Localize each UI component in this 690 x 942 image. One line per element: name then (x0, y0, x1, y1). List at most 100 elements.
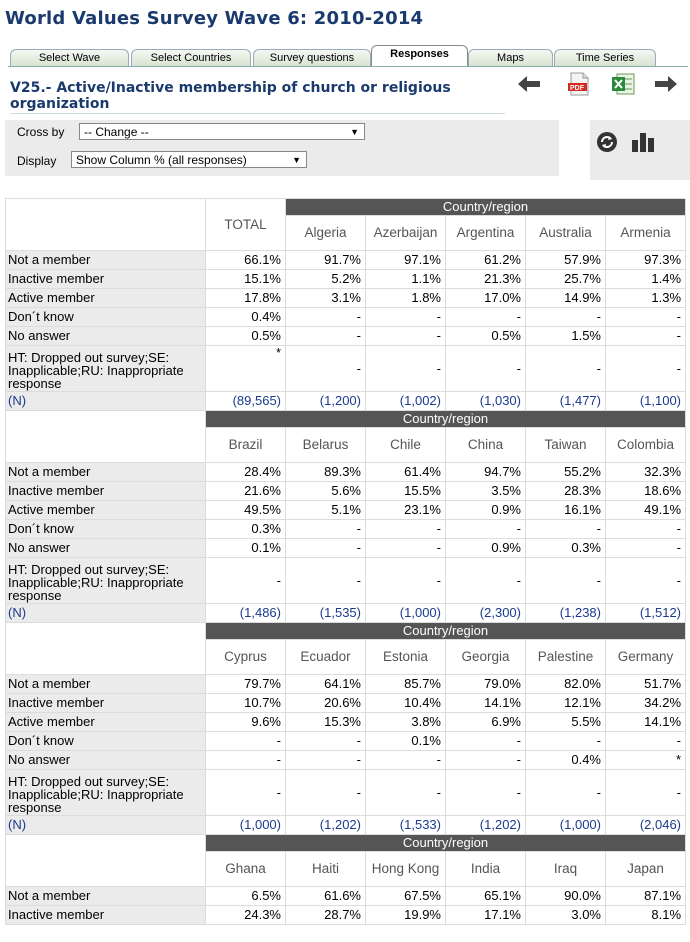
row-label: HT: Dropped out survey;SE: Inapplicable;… (5, 769, 206, 816)
value-cell: - (525, 307, 606, 327)
bar-chart-icon[interactable] (631, 131, 655, 156)
country-header: Japan (604, 851, 687, 887)
tab-select-countries[interactable]: Select Countries (131, 49, 251, 67)
value-cell: - (604, 307, 687, 327)
value-cell: 1.8% (365, 288, 446, 308)
value-cell: 5.2% (285, 269, 366, 289)
refresh-icon[interactable] (596, 131, 618, 156)
value-cell: (1,202) (285, 815, 366, 835)
value-cell: 55.2% (525, 462, 606, 482)
value-cell: (1,512) (604, 603, 687, 623)
value-cell: 34.2% (604, 693, 687, 713)
tab-responses[interactable]: Responses (371, 45, 468, 67)
value-cell: - (365, 769, 446, 816)
value-cell: - (525, 557, 606, 604)
value-cell: 0.1% (365, 731, 446, 751)
value-cell: - (365, 307, 446, 327)
back-arrow-icon[interactable] (517, 75, 541, 96)
total-cell: 17.8% (205, 288, 286, 308)
value-cell: 17.0% (445, 288, 526, 308)
row-label: No answer (5, 326, 206, 346)
value-cell: (1,000) (365, 603, 446, 623)
row-label: Not a member (5, 250, 206, 270)
country-header: Brazil (205, 427, 286, 463)
country-header: Taiwan (525, 427, 606, 463)
cross-by-select[interactable]: -- Change -- ▼ (79, 123, 365, 140)
value-cell: 61.6% (285, 886, 366, 906)
row-label: Not a member (5, 886, 206, 906)
country-region-header: Country/region (204, 834, 687, 852)
value-cell: 9.6% (205, 712, 286, 732)
value-cell: (1,238) (525, 603, 606, 623)
row-label: Not a member (5, 462, 206, 482)
value-cell: 0.9% (445, 500, 526, 520)
value-cell: (1,533) (365, 815, 446, 835)
table-row: Don´t know - -0.1% - - - (5, 731, 687, 751)
row-label: Active member (5, 712, 206, 732)
tab-select-wave[interactable]: Select Wave (10, 49, 129, 67)
country-header: Armenia (604, 215, 687, 251)
value-cell: * (604, 750, 687, 770)
group-header-row: Country/region (5, 622, 687, 675)
value-cell: - (205, 769, 286, 816)
value-cell: - (445, 557, 526, 604)
value-cell: (1,100) (604, 391, 687, 411)
value-cell: 14.9% (525, 288, 606, 308)
value-cell: - (365, 345, 446, 392)
value-cell: 97.1% (365, 250, 446, 270)
dropdown-arrow-icon: ▼ (292, 155, 301, 165)
n-count-row: (N) (89,565) (1,200) (1,002) (1,030) (1,477)(… (5, 391, 687, 411)
value-cell: 89.3% (285, 462, 366, 482)
display-select[interactable]: Show Column % (all responses) ▼ (71, 151, 307, 168)
total-cell: 0.5% (205, 326, 286, 346)
tab-time-series[interactable]: Time Series (554, 49, 656, 67)
value-cell: (1,000) (205, 815, 286, 835)
tab-maps[interactable]: Maps (468, 49, 553, 67)
excel-icon[interactable] (611, 72, 635, 99)
row-label: Inactive member (5, 269, 206, 289)
country-header: Ecuador (285, 639, 366, 675)
value-cell: - (604, 769, 687, 816)
forward-arrow-icon[interactable] (654, 75, 678, 96)
row-label: Inactive member (5, 905, 206, 925)
table-row: No answer 0.5% - -0.5% 1.5% - (5, 326, 687, 346)
value-cell: 25.7% (525, 269, 606, 289)
country-header: Argentina (445, 215, 526, 251)
value-cell: - (285, 750, 366, 770)
value-cell: 12.1% (525, 693, 606, 713)
value-cell: 61.2% (445, 250, 526, 270)
total-cell: * (205, 345, 286, 392)
value-cell: 49.1% (604, 500, 687, 520)
value-cell: - (205, 557, 286, 604)
value-cell: 3.0% (525, 905, 606, 925)
row-label: Don´t know (5, 731, 206, 751)
value-cell: (1,000) (525, 815, 606, 835)
tab-bar: Select Wave Select Countries Survey ques… (8, 45, 688, 67)
value-cell: - (604, 326, 687, 346)
table-row: HT: Dropped out survey;SE: Inapplicable;… (5, 557, 687, 604)
row-label: (N) (5, 815, 206, 835)
value-cell: - (365, 750, 446, 770)
value-cell: - (285, 519, 366, 539)
header-blank-cell (5, 622, 206, 675)
pdf-icon[interactable]: PDF (568, 72, 590, 99)
row-label: (N) (5, 391, 206, 411)
display-value: Show Column % (all responses) (76, 153, 247, 167)
value-cell: - (365, 519, 446, 539)
value-cell: 94.7% (445, 462, 526, 482)
value-cell: - (285, 345, 366, 392)
value-cell: 14.1% (604, 712, 687, 732)
total-cell: 0.4% (205, 307, 286, 327)
value-cell: - (285, 769, 366, 816)
value-cell: 28.3% (525, 481, 606, 501)
value-cell: 18.6% (604, 481, 687, 501)
value-cell: 20.6% (285, 693, 366, 713)
country-header: Georgia (445, 639, 526, 675)
n-count-row: (N) (1,000) (1,202) (1,533) (1,202) (1,000) (2… (5, 815, 687, 835)
value-cell: 6.5% (205, 886, 286, 906)
tab-survey-questions[interactable]: Survey questions (253, 49, 371, 67)
value-cell: - (365, 557, 446, 604)
value-cell: (2,300) (445, 603, 526, 623)
value-cell: (1,477) (525, 391, 606, 411)
chart-options-panel (590, 120, 690, 180)
